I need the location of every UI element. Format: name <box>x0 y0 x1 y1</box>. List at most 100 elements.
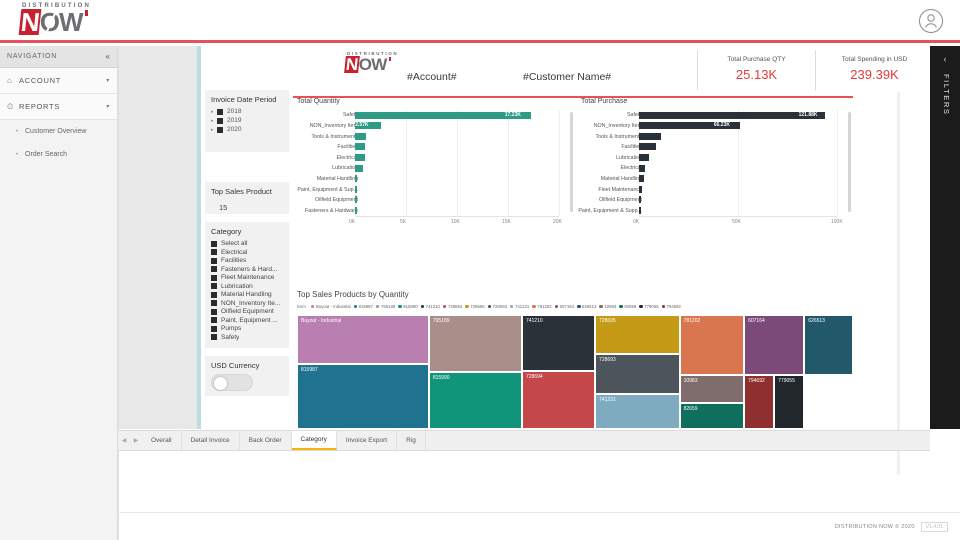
usd-currency-toggle[interactable] <box>211 374 253 391</box>
treemap-tile[interactable]: 815990 <box>428 372 522 429</box>
chart-bar[interactable] <box>639 175 645 183</box>
chevron-double-left-icon[interactable]: « <box>105 52 110 61</box>
treemap-tile[interactable]: 607164 <box>744 315 805 375</box>
category-option-oilfield-equipment[interactable]: Oilfield Equipment <box>211 308 283 315</box>
chart-category-label: Safety <box>342 112 358 119</box>
treemap-legend-item[interactable]: 728694 <box>442 304 462 309</box>
checkbox-2018[interactable]: ▸ 2018 <box>211 108 283 115</box>
category-option-fasteners[interactable]: Fasteners & Hard... <box>211 266 283 273</box>
treemap-tile[interactable]: 626513 <box>804 315 853 375</box>
slicer-usd-currency[interactable]: USD Currency <box>205 356 289 396</box>
chart-vertical-scrollbar[interactable] <box>570 112 573 212</box>
treemap-tile[interactable]: 779055 <box>774 375 805 429</box>
chart-total-quantity[interactable]: Total Quantity 0K 5K 10K 15K 20K Safety 17.23K… <box>293 98 575 236</box>
treemap-legend-item[interactable]: 781202 <box>532 304 552 309</box>
treemap-tile[interactable]: 741231 <box>595 393 680 429</box>
chevron-left-icon[interactable]: ◀ <box>121 438 127 444</box>
treemap-legend-item[interactable]: 607164 <box>554 304 574 309</box>
chart-bar[interactable] <box>639 164 645 172</box>
treemap-legend-item[interactable]: 815990 <box>398 304 418 309</box>
legend-color-dot <box>509 304 514 309</box>
chart-bar[interactable] <box>639 153 650 161</box>
chevron-right-icon[interactable]: ▶ <box>133 438 139 444</box>
treemap-legend-item[interactable]: 795189 <box>375 304 395 309</box>
treemap-legend-item[interactable]: 741210 <box>420 304 440 309</box>
treemap-tile[interactable]: 728694 <box>521 371 596 429</box>
treemap-legend-item[interactable]: 626513 <box>577 304 596 309</box>
chart-bar[interactable] <box>355 111 531 119</box>
treemap-tile[interactable]: 10983 <box>679 375 745 403</box>
category-option-lubrication[interactable]: Lubrication <box>211 283 283 290</box>
checkbox-2018-label: 2018 <box>227 108 242 115</box>
treemap-tile[interactable]: 728693 <box>595 354 680 394</box>
chart-bar[interactable] <box>639 111 825 119</box>
chart-vertical-scrollbar[interactable] <box>848 112 851 212</box>
chart-bar[interactable] <box>355 122 382 130</box>
chart-bar[interactable] <box>639 185 642 193</box>
chart-bar[interactable] <box>639 143 656 151</box>
chart-bar[interactable] <box>639 122 740 130</box>
checkbox-2019[interactable]: ▸ 2019 <box>211 117 283 124</box>
chart-top-sales-products[interactable]: Top Sales Products by Quantity Item Buyo… <box>297 290 853 429</box>
category-option-electrical[interactable]: Electrical <box>211 249 283 256</box>
checkbox-icon <box>211 334 217 340</box>
chart-bar[interactable] <box>355 143 366 151</box>
sidebar-item-customer-overview[interactable]: • Customer Overview <box>0 120 117 143</box>
tab-overall[interactable]: Overall <box>142 431 182 450</box>
category-option-facilities[interactable]: Facilities <box>211 257 283 264</box>
category-option-select-all[interactable]: Select all <box>211 240 283 247</box>
treemap-legend-item[interactable]: 741231 <box>509 304 529 309</box>
treemap-tile[interactable]: Buyout - Industrial <box>297 315 429 364</box>
treemap-legend-item[interactable]: Buyout - Industrial <box>310 304 351 309</box>
treemap-legend-item[interactable]: 82659 <box>619 304 636 309</box>
chart-bar[interactable] <box>355 164 364 172</box>
treemap-tile[interactable]: 728695 <box>595 315 680 354</box>
chart-bar[interactable] <box>355 153 365 161</box>
treemap-tile[interactable]: 815987 <box>297 363 429 429</box>
treemap-legend-item[interactable]: 10983 <box>599 304 616 309</box>
tab-category[interactable]: Category <box>291 431 337 450</box>
chart-bar[interactable] <box>355 206 357 214</box>
chart-bar[interactable] <box>639 196 641 204</box>
chart-bar[interactable] <box>355 185 357 193</box>
treemap-tile[interactable]: 781202 <box>679 315 745 375</box>
user-avatar-button[interactable] <box>918 8 944 39</box>
category-option-non-inventory[interactable]: NON_Inventory Ite... <box>211 300 283 307</box>
chart-bar[interactable] <box>639 206 641 214</box>
treemap-tile[interactable]: 82659 <box>679 403 745 429</box>
chart-bar[interactable] <box>639 132 662 140</box>
tab-back-order[interactable]: Back Order <box>239 431 292 450</box>
chart-total-purchase[interactable]: Total Purchase 0K 50K 100K Safety 121.88K NON… <box>577 98 853 236</box>
chart-axis-tick: 50K <box>732 219 741 225</box>
chart-bar[interactable] <box>355 175 357 183</box>
category-option-pumps[interactable]: Pumps <box>211 325 283 332</box>
chart-gridline <box>508 110 509 216</box>
category-option-paint-equipment[interactable]: Paint, Equipment ... <box>211 317 283 324</box>
filters-side-panel[interactable]: ‹ FILTERS <box>930 46 960 429</box>
treemap-legend-item[interactable]: 728695 <box>465 304 485 309</box>
sidebar-item-reports[interactable]: ⏲ REPORTS ▾ <box>0 94 117 120</box>
tab-detail-invoice[interactable]: Detail Invoice <box>181 431 240 450</box>
checkbox-2020[interactable]: ▸ 2020 <box>211 126 283 133</box>
category-option-material-handling[interactable]: Material Handling <box>211 291 283 298</box>
treemap-tile[interactable]: 795189 <box>428 315 522 372</box>
slicer-invoice-date-period[interactable]: Invoice Date Period ▸ 2018 ▸ 2019 ▸ 2020 <box>205 90 289 152</box>
chart-bar[interactable] <box>355 132 367 140</box>
treemap-legend-item[interactable]: 815987 <box>353 304 373 309</box>
category-option-safety[interactable]: Safety <box>211 334 283 341</box>
slicer-category[interactable]: Category Select all Electrical Facilitie… <box>205 222 289 348</box>
chevron-left-icon[interactable]: ‹ <box>943 54 947 64</box>
treemap-tile[interactable]: 741210 <box>521 315 596 371</box>
tab-rig[interactable]: Rig <box>397 431 426 450</box>
tab-invoice-export[interactable]: Invoice Export <box>336 431 398 450</box>
slicer-top-sales-product[interactable]: Top Sales Product 15 <box>205 182 289 214</box>
sidebar-item-account[interactable]: ⌂ ACCOUNT ▾ <box>0 68 117 94</box>
sidebar-item-order-search[interactable]: • Order Search <box>0 143 117 166</box>
treemap-legend-item[interactable]: 779055 <box>639 304 659 309</box>
treemap-tile[interactable]: 794692 <box>744 375 775 429</box>
treemap-legend-item[interactable]: 728693 <box>487 304 507 309</box>
category-option-fleet-maintenance[interactable]: Fleet Maintenance <box>211 274 283 281</box>
category-option-label: Oilfield Equipment <box>221 308 274 315</box>
treemap-legend-item[interactable]: 794692 <box>661 304 681 309</box>
chart-bar[interactable] <box>355 196 357 204</box>
